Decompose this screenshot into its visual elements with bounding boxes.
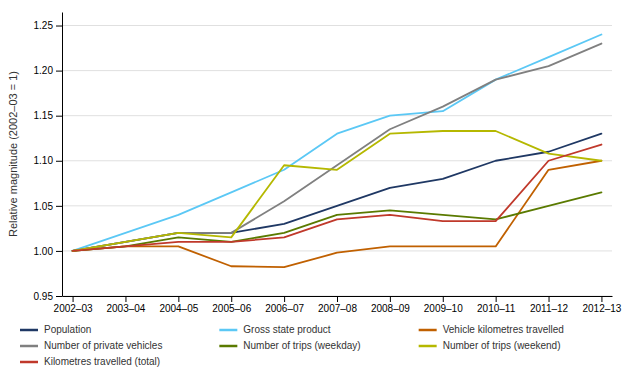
legend-swatch <box>219 345 237 348</box>
tick-mark <box>56 296 62 297</box>
legend-label: Kilometres travelled (total) <box>44 356 160 367</box>
grid <box>62 26 612 296</box>
tick-label: 2007–08 <box>318 303 357 314</box>
legend-label: Number of trips (weekday) <box>243 340 360 351</box>
tick: 2007–08 <box>318 296 357 314</box>
tick-mark <box>337 296 338 302</box>
tick-mark <box>56 206 62 207</box>
tick: 0.95 <box>34 291 62 302</box>
tick: 2005–06 <box>212 296 251 314</box>
legend-label: Number of private vehicles <box>44 340 162 351</box>
tick-mark <box>73 296 74 302</box>
tick: 2012–13 <box>582 296 621 314</box>
legend-swatch <box>219 329 237 332</box>
series-line <box>73 161 602 267</box>
series-line <box>73 35 602 251</box>
tick-label: 2010–11 <box>477 303 516 314</box>
legend-item: Gross state product <box>219 324 330 335</box>
tick-label: 2005–06 <box>212 303 251 314</box>
grid-line <box>62 25 612 26</box>
tick-label: 0.95 <box>34 291 54 302</box>
y-axis: 0.95 1.00 1.05 1.10 1.15 1.20 1.25 <box>34 13 63 302</box>
tick: 2004–05 <box>159 296 198 314</box>
tick-mark <box>549 296 550 302</box>
plot: 0.95 1.00 1.05 1.10 1.15 1.20 1.25 2002–03 2003–… <box>34 13 622 315</box>
legend-label: Population <box>44 324 91 335</box>
legend-item: Number of trips (weekday) <box>219 340 360 351</box>
grid-line <box>62 160 612 161</box>
legend-swatch <box>20 345 38 348</box>
legend-swatch <box>419 329 437 332</box>
tick: 2010–11 <box>477 296 516 314</box>
tick: 1.10 <box>34 155 62 166</box>
tick-mark <box>56 251 62 252</box>
tick: 2003–04 <box>106 296 145 314</box>
series-line <box>73 192 602 251</box>
legend-item: Population <box>20 324 91 335</box>
series-line <box>73 131 602 251</box>
tick-mark <box>56 26 62 27</box>
tick-label: 2008–09 <box>371 303 410 314</box>
series-line <box>73 145 602 251</box>
tick-mark <box>284 296 285 302</box>
legend-label: Vehicle kilometres travelled <box>443 324 564 335</box>
axis-title: Relative magnitude (2002–03 = 1) <box>7 71 19 237</box>
tick-label: 1.00 <box>34 246 54 257</box>
axis-line <box>62 13 63 297</box>
tick-label: 2009–10 <box>424 303 463 314</box>
tick-label: 1.25 <box>34 20 54 31</box>
tick: 1.20 <box>34 65 62 76</box>
tick-mark <box>496 296 497 302</box>
tick-label: 2006–07 <box>265 303 304 314</box>
lines <box>73 35 602 268</box>
legend-item: Vehicle kilometres travelled <box>419 324 564 335</box>
tick: 1.25 <box>34 20 62 31</box>
legend-swatch <box>20 361 38 364</box>
tick: 2009–10 <box>424 296 463 314</box>
tick-mark <box>56 71 62 72</box>
legend-swatch <box>419 345 437 348</box>
tick: 1.00 <box>34 246 62 257</box>
tick-label: 1.20 <box>34 65 54 76</box>
legend-swatch <box>20 329 38 332</box>
chart: 0.95 1.00 1.05 1.10 1.15 1.20 1.25 2002–03 2003–… <box>0 0 628 382</box>
tick-label: 1.05 <box>34 201 54 212</box>
tick-label: 2003–04 <box>106 303 145 314</box>
tick: 2008–09 <box>371 296 410 314</box>
tick-mark <box>231 296 232 302</box>
tick: 2006–07 <box>265 296 304 314</box>
tick-mark <box>390 296 391 302</box>
legend-item: Number of private vehicles <box>20 340 162 351</box>
legend: Population Gross state product Vehicle kil… <box>20 324 564 367</box>
legend-item: Number of trips (weekend) <box>419 340 561 351</box>
legend-item: Kilometres travelled (total) <box>20 356 160 367</box>
legend-label: Number of trips (weekend) <box>443 340 561 351</box>
grid-line <box>62 115 612 116</box>
tick: 2002–03 <box>54 296 93 314</box>
tick-mark <box>178 296 179 302</box>
series-line <box>73 134 602 251</box>
tick-label: 1.15 <box>34 110 54 121</box>
tick-mark <box>443 296 444 302</box>
tick-label: 2004–05 <box>159 303 198 314</box>
tick-label: 2011–12 <box>530 303 569 314</box>
tick-mark <box>601 296 602 302</box>
tick-mark <box>125 296 126 302</box>
tick-mark <box>56 161 62 162</box>
grid-line <box>62 250 612 251</box>
tick-label: 2002–03 <box>54 303 93 314</box>
tick-label: 2012–13 <box>582 303 621 314</box>
tick: 2011–12 <box>530 296 569 314</box>
tick-mark <box>56 116 62 117</box>
legend-label: Gross state product <box>243 324 330 335</box>
x-axis: 2002–03 2003–04 2004–05 2005–06 2006–07 2007–… <box>54 296 622 314</box>
tick-label: 1.10 <box>34 155 54 166</box>
series-line <box>73 44 602 251</box>
tick: 1.15 <box>34 110 62 121</box>
tick: 1.05 <box>34 201 62 212</box>
